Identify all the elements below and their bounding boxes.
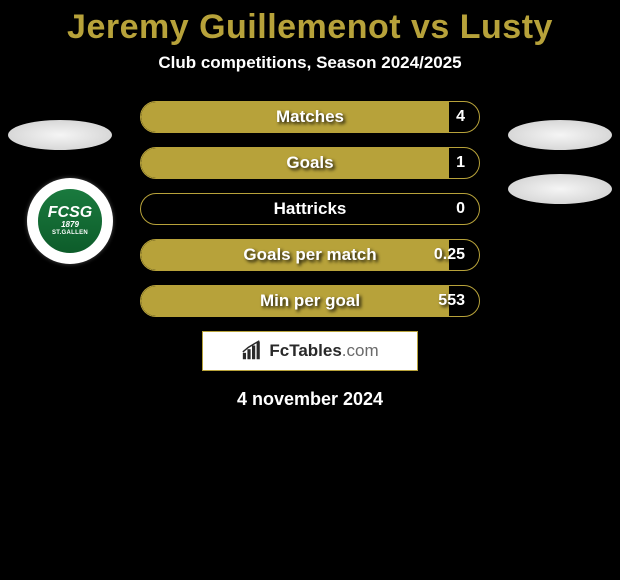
stat-rows: Matches4Goals1Hattricks0Goals per match0… xyxy=(140,101,480,317)
bar-chart-icon xyxy=(241,340,263,362)
comparison-card: Jeremy Guillemenot vs Lusty Club competi… xyxy=(0,0,620,410)
page-subtitle: Club competitions, Season 2024/2025 xyxy=(0,53,620,73)
stat-value: 1 xyxy=(456,148,465,178)
stat-row: Goals per match0.25 xyxy=(140,239,480,271)
player-right-avatar-placeholder xyxy=(508,120,612,150)
player-left-club-badge: FCSG 1879 ST.GALLEN xyxy=(27,178,113,264)
player-right-club-placeholder xyxy=(508,174,612,204)
badge-line3: ST.GALLEN xyxy=(52,229,88,237)
stat-row: Hattricks0 xyxy=(140,193,480,225)
stat-value: 0 xyxy=(456,194,465,224)
stat-label: Goals per match xyxy=(141,240,479,270)
fcsg-badge: FCSG 1879 ST.GALLEN xyxy=(35,186,105,256)
stat-label: Matches xyxy=(141,102,479,132)
stat-value: 553 xyxy=(438,286,465,316)
brand-box[interactable]: FcTables.com xyxy=(202,331,418,371)
stat-label: Min per goal xyxy=(141,286,479,316)
stat-value: 4 xyxy=(456,102,465,132)
stat-row: Min per goal553 xyxy=(140,285,480,317)
stat-row: Goals1 xyxy=(140,147,480,179)
brand-label: FcTables.com xyxy=(269,341,378,361)
brand-name: FcTables xyxy=(269,341,341,360)
brand-suffix: .com xyxy=(342,341,379,360)
stat-label: Hattricks xyxy=(141,194,479,224)
stat-value: 0.25 xyxy=(434,240,465,270)
page-title: Jeremy Guillemenot vs Lusty xyxy=(0,8,620,47)
date-label: 4 november 2024 xyxy=(0,389,620,410)
stat-row: Matches4 xyxy=(140,101,480,133)
badge-line1: FCSG xyxy=(48,206,92,220)
player-left-avatar-placeholder xyxy=(8,120,112,150)
stat-label: Goals xyxy=(141,148,479,178)
badge-line2: 1879 xyxy=(61,220,79,229)
